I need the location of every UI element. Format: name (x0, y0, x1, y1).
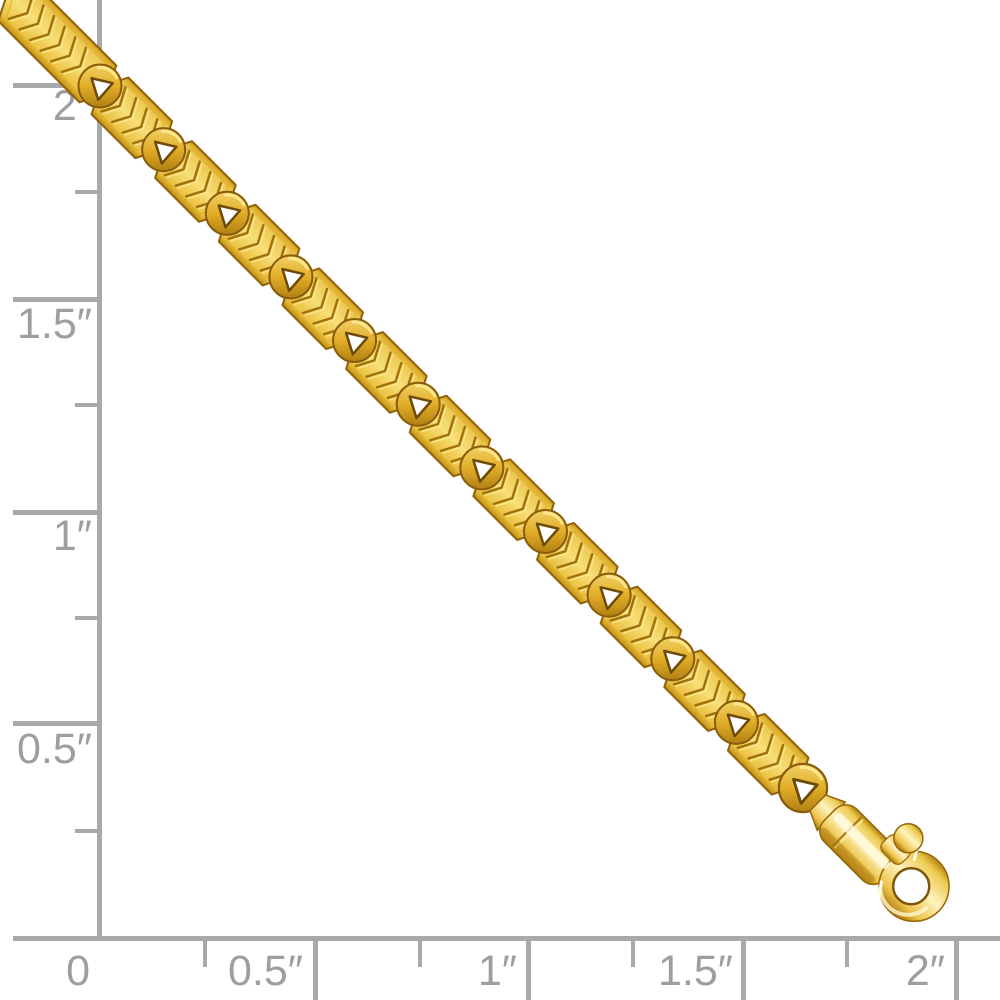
lobster-clasp (767, 752, 950, 923)
ruler-horizontal-line (13, 936, 1000, 941)
ruler-tick-major (13, 297, 99, 302)
ruler-tick-major (13, 721, 99, 726)
chain-links (0, 0, 818, 804)
clasp-claw-opening (891, 867, 931, 906)
clasp-trigger-knob (893, 822, 924, 854)
ruler-label: 2″ (905, 947, 945, 995)
ruler-tick-major (13, 83, 99, 88)
ruler-tick-major (741, 941, 746, 1000)
ruler-tick-minor (631, 941, 635, 967)
ruler-label: 0.5″ (228, 947, 303, 995)
clasp-highlight (834, 813, 890, 869)
ruler-tick-minor (75, 616, 101, 620)
ruler-label: 1.5″ (658, 947, 733, 995)
ruler-label: 1″ (477, 947, 517, 995)
ruler-tick-minor (75, 190, 101, 194)
ruler-label: 1.5″ (17, 300, 92, 348)
ruler-tick-minor (845, 941, 849, 967)
ruler-label: 1″ (52, 512, 92, 560)
ruler-vertical-line (97, 0, 102, 939)
ruler-tick-major (313, 941, 318, 1000)
ruler-tick-major (526, 941, 531, 1000)
ruler-label: 0 (66, 947, 90, 995)
ruler-tick-minor (418, 941, 422, 967)
clasp-collar (809, 794, 847, 832)
ruler-tick-minor (203, 941, 207, 967)
ruler-tick-minor (75, 829, 101, 833)
clasp-claw-highlight (878, 885, 929, 917)
ruler-tick-minor (75, 403, 101, 407)
ruler-tick-major (954, 941, 959, 1000)
clasp-shading (820, 827, 876, 883)
ruler-label: 0.5″ (17, 725, 92, 773)
ruler-tick-major (13, 510, 99, 515)
